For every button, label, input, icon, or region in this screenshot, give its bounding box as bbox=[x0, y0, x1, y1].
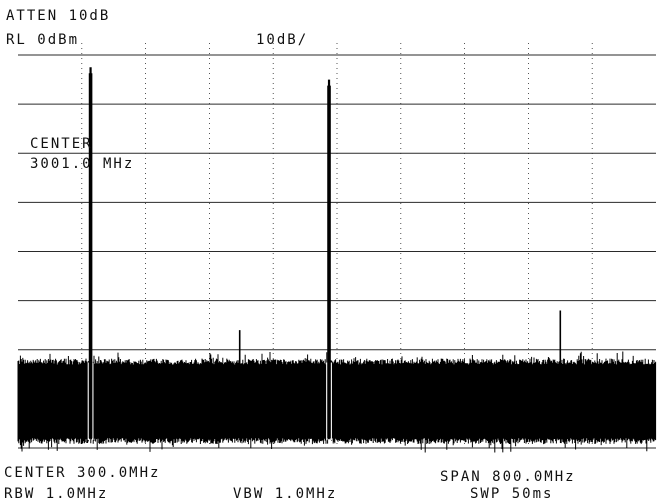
span-readout: SPAN 800.0MHz bbox=[440, 469, 576, 485]
sweep-readout: SWP 50ms bbox=[470, 486, 554, 502]
graticule bbox=[18, 43, 656, 449]
center-frequency-readout: CENTER 300.0MHz bbox=[4, 465, 161, 481]
rbw-readout: RBW 1.0MHz bbox=[4, 486, 109, 502]
marker-label: CENTER bbox=[30, 136, 93, 152]
marker-frequency: 3001.0 MHz bbox=[30, 156, 135, 172]
atten-readout: ATTEN 10dB bbox=[6, 8, 111, 24]
ref-level-readout: RL 0dBm bbox=[6, 32, 80, 48]
signal-peaks bbox=[87, 67, 562, 441]
scale-readout: 10dB/ bbox=[256, 32, 309, 48]
vbw-readout: VBW 1.0MHz bbox=[233, 486, 338, 502]
